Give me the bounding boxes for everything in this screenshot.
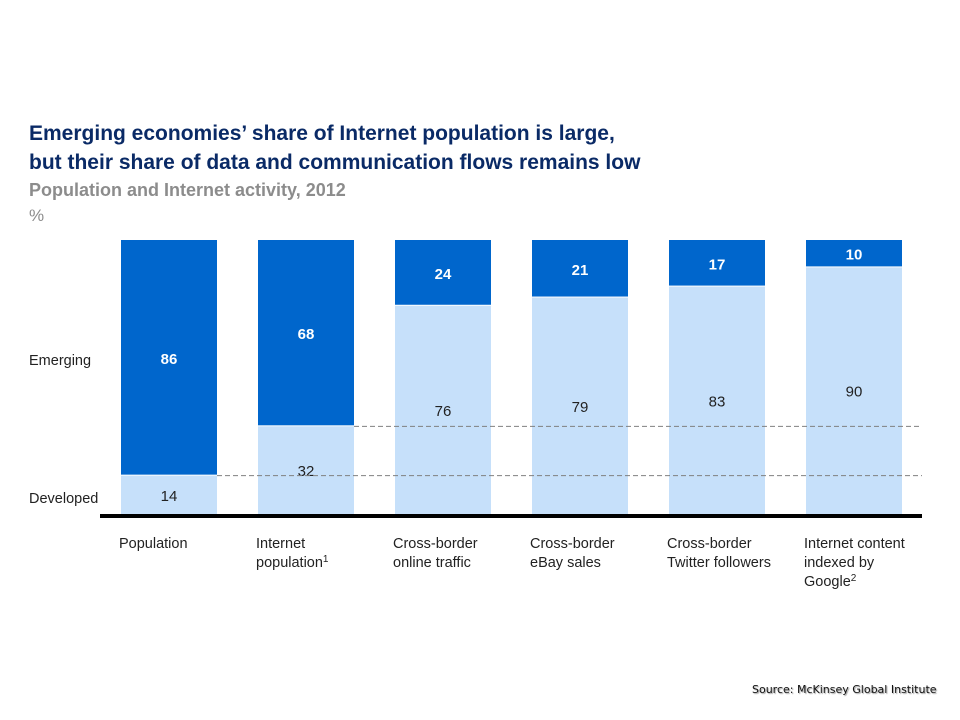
baseline-axis (100, 514, 922, 518)
unit-label: % (29, 206, 45, 225)
data-label-emerging: 10 (846, 247, 863, 264)
data-label-emerging: 24 (435, 266, 452, 283)
bar-emerging (669, 240, 765, 286)
bar-emerging (258, 240, 354, 426)
title-line-2: but their share of data and communicatio… (29, 151, 641, 174)
category-label: Internet content indexed by Google2 (804, 536, 905, 590)
category-label: Cross-border online traffic (393, 536, 478, 571)
bar-developed (806, 267, 902, 514)
category-label: Population (119, 536, 188, 552)
data-label-developed: 14 (161, 488, 178, 505)
bar-developed (121, 475, 217, 514)
data-label-emerging: 68 (298, 326, 315, 343)
bar-developed (395, 305, 491, 514)
bar-emerging (121, 240, 217, 475)
bar-developed (532, 297, 628, 514)
legend-developed: Developed (29, 491, 98, 507)
data-label-emerging: 86 (161, 351, 178, 368)
data-label-developed: 90 (846, 384, 863, 401)
category-label: Internet population1 (256, 536, 329, 571)
legend-emerging: Emerging (29, 353, 91, 369)
bar-emerging (532, 240, 628, 297)
category-label: Cross-border Twitter followers (667, 536, 771, 571)
data-label-developed: 79 (572, 399, 589, 416)
bar-emerging (395, 240, 491, 305)
chart-subtitle: Population and Internet activity, 2012 (29, 180, 346, 200)
chart-title: Emerging economies’ share of Internet po… (29, 119, 640, 177)
category-label: Cross-border eBay sales (530, 536, 615, 571)
data-label-developed: 76 (435, 403, 452, 420)
title-line-1: Emerging economies’ share of Internet po… (29, 122, 615, 145)
data-label-developed: 32 (298, 463, 315, 480)
source-note: Source: McKinsey Global Institute (752, 683, 937, 696)
bar-developed (258, 426, 354, 514)
data-label-developed: 83 (709, 393, 726, 410)
data-label-emerging: 17 (709, 256, 726, 273)
bar-emerging (806, 240, 902, 267)
data-label-emerging: 21 (572, 262, 589, 279)
